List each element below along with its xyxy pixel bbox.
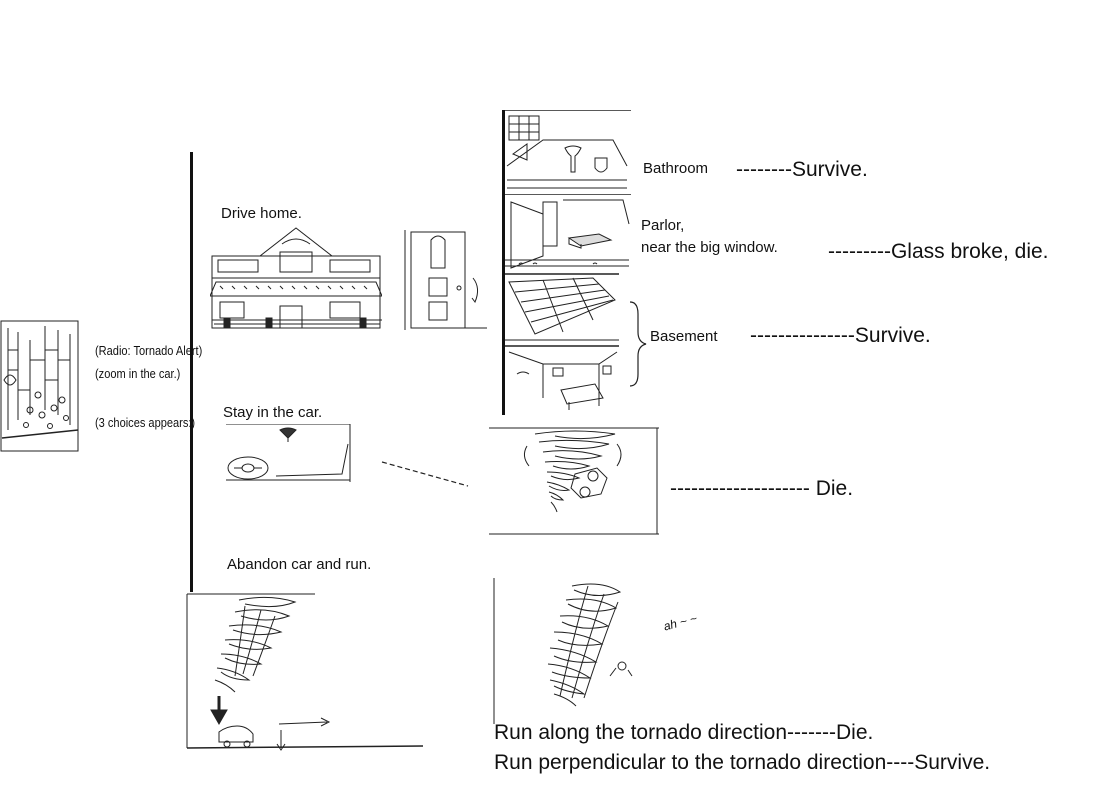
basement-outcome: ---------------Survive. — [750, 324, 931, 347]
run-perpendicular-outcome: Run perpendicular to the tornado directi… — [494, 751, 991, 774]
bathroom-sketch — [503, 110, 631, 194]
branch-line — [190, 152, 193, 592]
rooms-edge-line — [502, 110, 505, 415]
intro-zoom-label: (zoom in the car.) — [95, 366, 181, 381]
bathroom-outcome: --------Survive. — [736, 158, 868, 181]
intro-radio-label: (Radio: Tornado Alert) — [95, 343, 203, 358]
basement-room-sketch — [503, 344, 621, 412]
run-tornado-sketch — [185, 592, 425, 752]
choice-stay-car: Stay in the car. — [223, 404, 323, 421]
room-bathroom-label: Bathroom — [643, 160, 709, 177]
room-parlor-label-2: near the big window. — [641, 239, 778, 256]
basement-bracket — [628, 300, 648, 390]
parlor-sketch — [503, 194, 631, 272]
run-along-outcome: Run along the tornado direction-------Di… — [494, 721, 874, 744]
room-basement-label: Basement — [650, 328, 718, 345]
basement-stairs-sketch — [503, 272, 621, 344]
door-sketch — [403, 228, 488, 332]
tornado-car-sketch — [487, 426, 659, 536]
choice-drive-home: Drive home. — [221, 205, 302, 222]
choice-abandon: Abandon car and run. — [227, 556, 372, 573]
parlor-outcome: ---------Glass broke, die. — [828, 240, 1049, 263]
intro-city-sketch — [0, 320, 80, 452]
car-outcome: -------------------- Die. — [670, 477, 854, 500]
car-connector-dashes — [380, 458, 470, 490]
car-interior-sketch — [224, 424, 352, 482]
intro-choices-label: (3 choices appears:) — [95, 415, 196, 430]
room-parlor-label-1: Parlor, — [641, 217, 685, 234]
house-sketch — [210, 222, 382, 332]
tornado-large-sketch — [492, 576, 712, 726]
